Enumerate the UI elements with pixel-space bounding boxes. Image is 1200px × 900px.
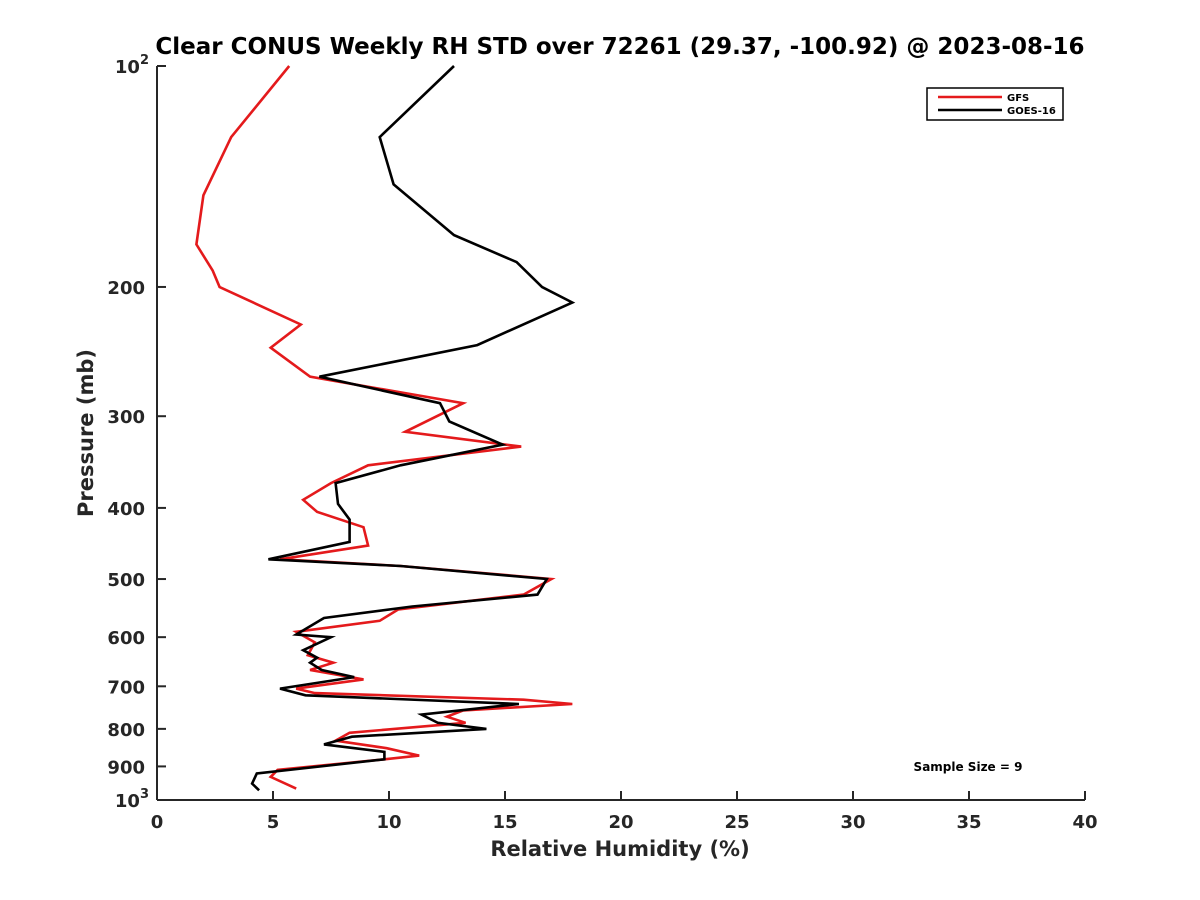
x-axis-label: Relative Humidity (%)	[490, 837, 749, 861]
x-tick-label: 25	[724, 812, 749, 833]
y-tick-label: 700	[107, 677, 145, 698]
y-axis-label: Pressure (mb)	[74, 349, 98, 517]
series-line-gfs	[195, 65, 573, 790]
y-tick-label: 800	[107, 720, 145, 741]
y-tick-label: 400	[107, 499, 145, 520]
sample-size-annotation: Sample Size = 9	[914, 760, 1023, 774]
y-tick-label: 200	[107, 278, 145, 299]
x-tick-label: 20	[608, 812, 633, 833]
legend-label-goes16: GOES-16	[1007, 106, 1056, 117]
series-line-goes16	[250, 65, 576, 792]
y-tick-label: 600	[107, 628, 145, 649]
y-tick-label: 900	[107, 757, 145, 778]
x-tick-label: 40	[1072, 812, 1097, 833]
y-tick-label: 102	[115, 53, 149, 78]
y-tick-label: 300	[107, 407, 145, 428]
y-tick-label: 500	[107, 570, 145, 591]
x-tick-label: 10	[376, 812, 401, 833]
chart-title: Clear CONUS Weekly RH STD over 72261 (29…	[155, 34, 1084, 60]
x-tick-label: 5	[267, 812, 280, 833]
legend-label-gfs: GFS	[1007, 93, 1029, 104]
x-tick-label: 0	[151, 812, 164, 833]
legend-box	[926, 87, 1064, 121]
x-tick-label: 15	[492, 812, 517, 833]
x-tick-label: 35	[956, 812, 981, 833]
x-tick-label: 30	[840, 812, 865, 833]
plot-area: 0 5 10 15 20 25 30 35 40 102 200 300 400 500 600 700 800…	[107, 53, 1097, 833]
legend: GFS GOES-16	[926, 87, 1064, 121]
y-tick-label: 103	[115, 787, 149, 812]
